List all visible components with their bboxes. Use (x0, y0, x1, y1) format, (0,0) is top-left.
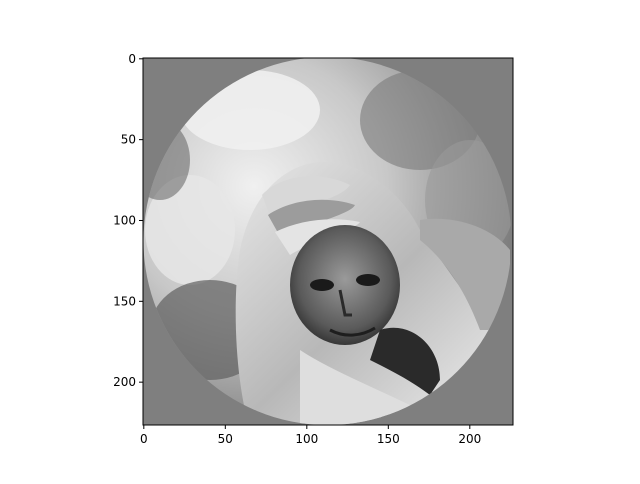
x-tick-label: 200 (458, 432, 481, 446)
x-axis: 0 50 100 150 200 (140, 425, 481, 446)
x-tick-label: 150 (377, 432, 400, 446)
x-tick-label: 0 (140, 432, 148, 446)
y-tick-label: 0 (128, 52, 136, 66)
y-tick-label: 150 (113, 294, 136, 308)
y-axis: 0 50 100 150 200 (113, 52, 143, 389)
y-tick-label: 200 (113, 375, 136, 389)
y-tick-label: 100 (113, 213, 136, 227)
axes-frame (142, 57, 514, 426)
x-tick-label: 100 (295, 432, 318, 446)
x-tick-label: 50 (218, 432, 233, 446)
y-tick-label: 50 (121, 133, 136, 147)
